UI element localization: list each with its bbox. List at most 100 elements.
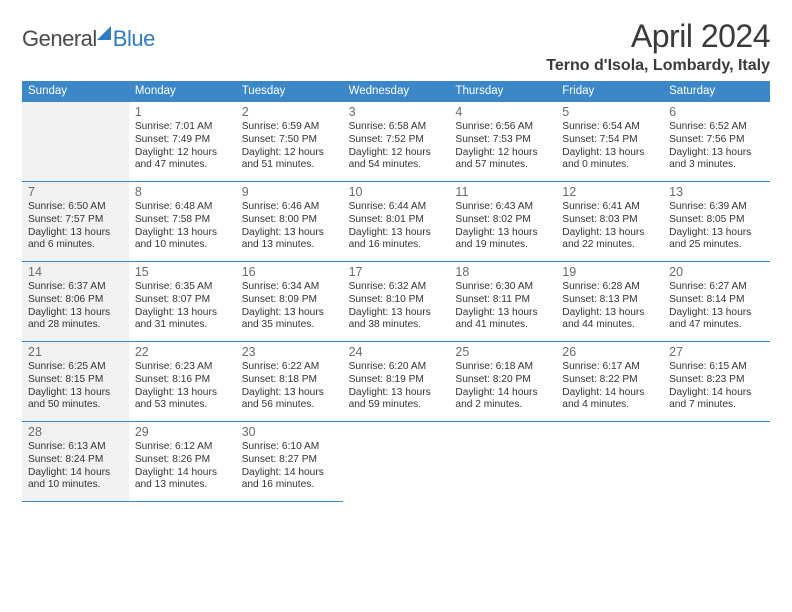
sunrise-line: Sunrise: 6:18 AM — [455, 361, 550, 374]
day-number: 16 — [242, 265, 337, 279]
sunrise-line: Sunrise: 6:34 AM — [242, 281, 337, 294]
day-number: 2 — [242, 105, 337, 119]
location-label: Terno d'Isola, Lombardy, Italy — [546, 57, 770, 75]
weekday-label: Monday — [129, 81, 236, 102]
day-cell: 7Sunrise: 6:50 AMSunset: 7:57 PMDaylight… — [22, 182, 129, 262]
sunset-line: Sunset: 7:52 PM — [349, 134, 444, 147]
weekday-label: Thursday — [449, 81, 556, 102]
sunset-line: Sunset: 8:15 PM — [28, 374, 123, 387]
sunrise-line: Sunrise: 6:10 AM — [242, 441, 337, 454]
sunset-line: Sunset: 8:11 PM — [455, 294, 550, 307]
day-cell: 9Sunrise: 6:46 AMSunset: 8:00 PMDaylight… — [236, 182, 343, 262]
sunset-line: Sunset: 8:03 PM — [562, 214, 657, 227]
day-cell: 16Sunrise: 6:34 AMSunset: 8:09 PMDayligh… — [236, 262, 343, 342]
day-cell: 18Sunrise: 6:30 AMSunset: 8:11 PMDayligh… — [449, 262, 556, 342]
day-cell: 25Sunrise: 6:18 AMSunset: 8:20 PMDayligh… — [449, 342, 556, 422]
sunrise-line: Sunrise: 6:56 AM — [455, 121, 550, 134]
daylight-line: Daylight: 13 hours and 0 minutes. — [562, 147, 657, 173]
weekday-label: Saturday — [663, 81, 770, 102]
sunrise-line: Sunrise: 6:54 AM — [562, 121, 657, 134]
day-cell: 27Sunrise: 6:15 AMSunset: 8:23 PMDayligh… — [663, 342, 770, 422]
day-cell: 2Sunrise: 6:59 AMSunset: 7:50 PMDaylight… — [236, 102, 343, 182]
sunrise-line: Sunrise: 6:50 AM — [28, 201, 123, 214]
day-cell: 4 Sunrise: 6:56 AMSunset: 7:53 PMDaylight… — [449, 102, 556, 182]
day-cell: 11Sunrise: 6:43 AMSunset: 8:02 PMDayligh… — [449, 182, 556, 262]
day-number: 13 — [669, 185, 764, 199]
day-number: 10 — [349, 185, 444, 199]
day-cell: 23Sunrise: 6:22 AMSunset: 8:18 PMDayligh… — [236, 342, 343, 422]
calendar-page: General Blue April 2024 Terno d'Isola, L… — [0, 0, 792, 502]
sunset-line: Sunset: 8:16 PM — [135, 374, 230, 387]
sunrise-line: Sunrise: 6:48 AM — [135, 201, 230, 214]
sunset-line: Sunset: 8:22 PM — [562, 374, 657, 387]
day-number: 15 — [135, 265, 230, 279]
daylight-line: Daylight: 13 hours and 13 minutes. — [242, 227, 337, 253]
sunset-line: Sunset: 8:19 PM — [349, 374, 444, 387]
sunset-line: Sunset: 7:53 PM — [455, 134, 550, 147]
sunrise-line: Sunrise: 6:35 AM — [135, 281, 230, 294]
daylight-line: Daylight: 12 hours and 57 minutes. — [455, 147, 550, 173]
weekday-header: SundayMondayTuesdayWednesdayThursdayFrid… — [22, 81, 770, 102]
sunset-line: Sunset: 8:01 PM — [349, 214, 444, 227]
day-number: 8 — [135, 185, 230, 199]
sunrise-line: Sunrise: 6:39 AM — [669, 201, 764, 214]
daylight-line: Daylight: 13 hours and 44 minutes. — [562, 307, 657, 333]
sunset-line: Sunset: 8:26 PM — [135, 454, 230, 467]
sunset-line: Sunset: 8:23 PM — [669, 374, 764, 387]
daylight-line: Daylight: 13 hours and 6 minutes. — [28, 227, 123, 253]
daylight-line: Daylight: 13 hours and 53 minutes. — [135, 387, 230, 413]
day-cell: 12Sunrise: 6:41 AMSunset: 8:03 PMDayligh… — [556, 182, 663, 262]
daylight-line: Daylight: 13 hours and 10 minutes. — [135, 227, 230, 253]
sunrise-line: Sunrise: 6:20 AM — [349, 361, 444, 374]
sunrise-line: Sunrise: 6:52 AM — [669, 121, 764, 134]
daylight-line: Daylight: 14 hours and 16 minutes. — [242, 467, 337, 493]
sunrise-line: Sunrise: 7:01 AM — [135, 121, 230, 134]
day-number: 26 — [562, 345, 657, 359]
empty-cell — [556, 422, 663, 502]
day-number: 4 — [455, 105, 550, 119]
logo-triangle-icon — [97, 26, 111, 40]
day-cell: 14Sunrise: 6:37 AMSunset: 8:06 PMDayligh… — [22, 262, 129, 342]
sunrise-line: Sunrise: 6:37 AM — [28, 281, 123, 294]
day-cell — [22, 102, 129, 182]
daylight-line: Daylight: 13 hours and 50 minutes. — [28, 387, 123, 413]
empty-cell — [449, 422, 556, 502]
day-number: 14 — [28, 265, 123, 279]
header: General Blue April 2024 Terno d'Isola, L… — [22, 18, 770, 79]
sunset-line: Sunset: 8:14 PM — [669, 294, 764, 307]
sunrise-line: Sunrise: 6:58 AM — [349, 121, 444, 134]
weekday-label: Sunday — [22, 81, 129, 102]
weekday-label: Tuesday — [236, 81, 343, 102]
day-cell: 3 Sunrise: 6:58 AMSunset: 7:52 PMDaylight… — [343, 102, 450, 182]
day-number: 25 — [455, 345, 550, 359]
day-number: 3 — [349, 105, 444, 119]
sunset-line: Sunset: 8:10 PM — [349, 294, 444, 307]
sunset-line: Sunset: 7:56 PM — [669, 134, 764, 147]
daylight-line: Daylight: 14 hours and 7 minutes. — [669, 387, 764, 413]
sunset-line: Sunset: 8:05 PM — [669, 214, 764, 227]
logo: General Blue — [22, 18, 155, 52]
day-cell: 30Sunrise: 6:10 AMSunset: 8:27 PMDayligh… — [236, 422, 343, 502]
daylight-line: Daylight: 13 hours and 47 minutes. — [669, 307, 764, 333]
calendar: SundayMondayTuesdayWednesdayThursdayFrid… — [22, 81, 770, 502]
sunset-line: Sunset: 7:57 PM — [28, 214, 123, 227]
day-cell: 13Sunrise: 6:39 AMSunset: 8:05 PMDayligh… — [663, 182, 770, 262]
sunrise-line: Sunrise: 6:41 AM — [562, 201, 657, 214]
day-number: 20 — [669, 265, 764, 279]
day-number: 19 — [562, 265, 657, 279]
day-cell: 26Sunrise: 6:17 AMSunset: 8:22 PMDayligh… — [556, 342, 663, 422]
day-number: 27 — [669, 345, 764, 359]
day-cell: 5Sunrise: 6:54 AMSunset: 7:54 PMDaylight… — [556, 102, 663, 182]
sunrise-line: Sunrise: 6:59 AM — [242, 121, 337, 134]
sunset-line: Sunset: 8:06 PM — [28, 294, 123, 307]
sunrise-line: Sunrise: 6:13 AM — [28, 441, 123, 454]
weekday-label: Friday — [556, 81, 663, 102]
sunset-line: Sunset: 8:07 PM — [135, 294, 230, 307]
sunrise-line: Sunrise: 6:12 AM — [135, 441, 230, 454]
daylight-line: Daylight: 12 hours and 54 minutes. — [349, 147, 444, 173]
day-number: 30 — [242, 425, 337, 439]
sunrise-line: Sunrise: 6:30 AM — [455, 281, 550, 294]
sunset-line: Sunset: 8:00 PM — [242, 214, 337, 227]
daylight-line: Daylight: 12 hours and 47 minutes. — [135, 147, 230, 173]
sunrise-line: Sunrise: 6:23 AM — [135, 361, 230, 374]
